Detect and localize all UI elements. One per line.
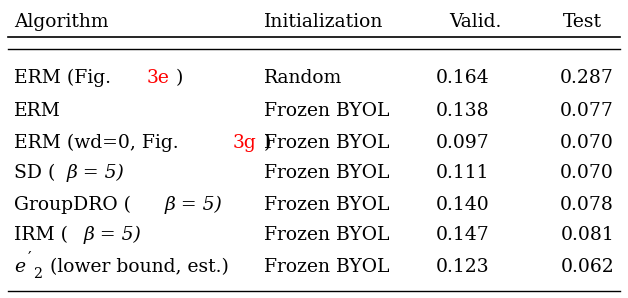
Text: Valid.: Valid. xyxy=(449,13,502,31)
Text: 0.097: 0.097 xyxy=(435,134,489,152)
Text: 0.070: 0.070 xyxy=(560,134,614,152)
Text: IRM (: IRM ( xyxy=(14,226,68,243)
Text: 0.138: 0.138 xyxy=(435,102,489,119)
Text: e: e xyxy=(14,258,25,276)
Text: ): ) xyxy=(264,134,271,152)
Text: ERM (Fig.: ERM (Fig. xyxy=(14,69,117,87)
Text: ERM: ERM xyxy=(14,102,61,119)
Text: 0.111: 0.111 xyxy=(436,164,489,181)
Text: Frozen BYOL: Frozen BYOL xyxy=(264,258,389,276)
Text: 0.164: 0.164 xyxy=(435,69,489,87)
Text: 0.078: 0.078 xyxy=(560,196,614,214)
Text: 0.123: 0.123 xyxy=(435,258,489,276)
Text: β = 5): β = 5) xyxy=(84,226,141,244)
Text: 0.062: 0.062 xyxy=(560,258,614,276)
Text: Test: Test xyxy=(563,13,602,31)
Text: β = 5): β = 5) xyxy=(164,196,222,214)
Text: Frozen BYOL: Frozen BYOL xyxy=(264,226,389,243)
Text: 3e: 3e xyxy=(146,69,169,87)
Text: ERM (wd=0, Fig.: ERM (wd=0, Fig. xyxy=(14,134,185,152)
Text: Frozen BYOL: Frozen BYOL xyxy=(264,102,389,119)
Text: 0.070: 0.070 xyxy=(560,164,614,181)
Text: 0.147: 0.147 xyxy=(435,226,489,243)
Text: 0.140: 0.140 xyxy=(435,196,489,214)
Text: Frozen BYOL: Frozen BYOL xyxy=(264,164,389,181)
Text: Algorithm: Algorithm xyxy=(14,13,109,31)
Text: 0.077: 0.077 xyxy=(560,102,614,119)
Text: Frozen BYOL: Frozen BYOL xyxy=(264,134,389,152)
Text: (lower bound, est.): (lower bound, est.) xyxy=(45,258,229,276)
Text: GroupDRO (: GroupDRO ( xyxy=(14,196,131,214)
Text: Random: Random xyxy=(264,69,342,87)
Text: 0.081: 0.081 xyxy=(560,226,614,243)
Text: β = 5): β = 5) xyxy=(67,164,125,182)
Text: Frozen BYOL: Frozen BYOL xyxy=(264,196,389,214)
Text: 3g: 3g xyxy=(233,134,257,152)
Text: 0.287: 0.287 xyxy=(560,69,614,87)
Text: Initialization: Initialization xyxy=(264,13,383,31)
Text: ′: ′ xyxy=(28,250,32,267)
Text: 2: 2 xyxy=(33,268,42,282)
Text: ): ) xyxy=(176,69,183,87)
Text: SD (: SD ( xyxy=(14,164,55,181)
